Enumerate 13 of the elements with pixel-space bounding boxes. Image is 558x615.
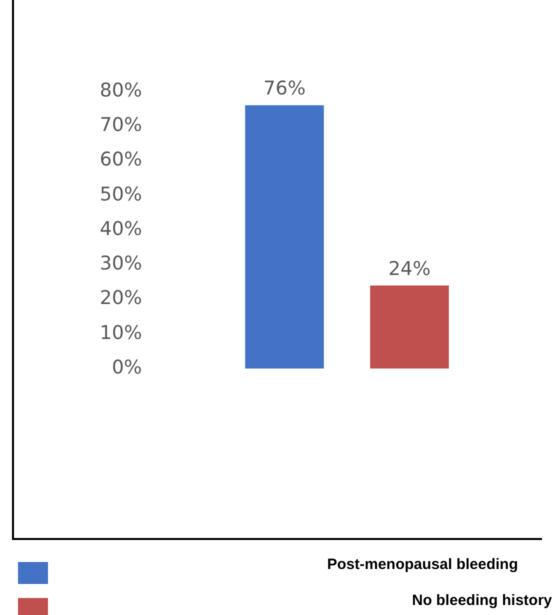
y-tick-label: 70% [100,114,142,136]
data-label: 76% [263,78,306,100]
y-tick-label: 30% [100,252,142,275]
y-tick-label: 20% [100,287,142,310]
y-tick-label: 60% [100,148,142,171]
y-tick-label: 10% [100,322,142,344]
text: Post-menopausal bleeding [327,556,518,573]
y-tick-label: 40% [100,218,142,240]
data-label: 24% [388,258,431,280]
y-tick-label: 0% [112,356,142,379]
y-tick-label: 50% [100,183,142,206]
text: No bleeding history [412,592,552,609]
y-tick-label: 80% [100,79,142,102]
